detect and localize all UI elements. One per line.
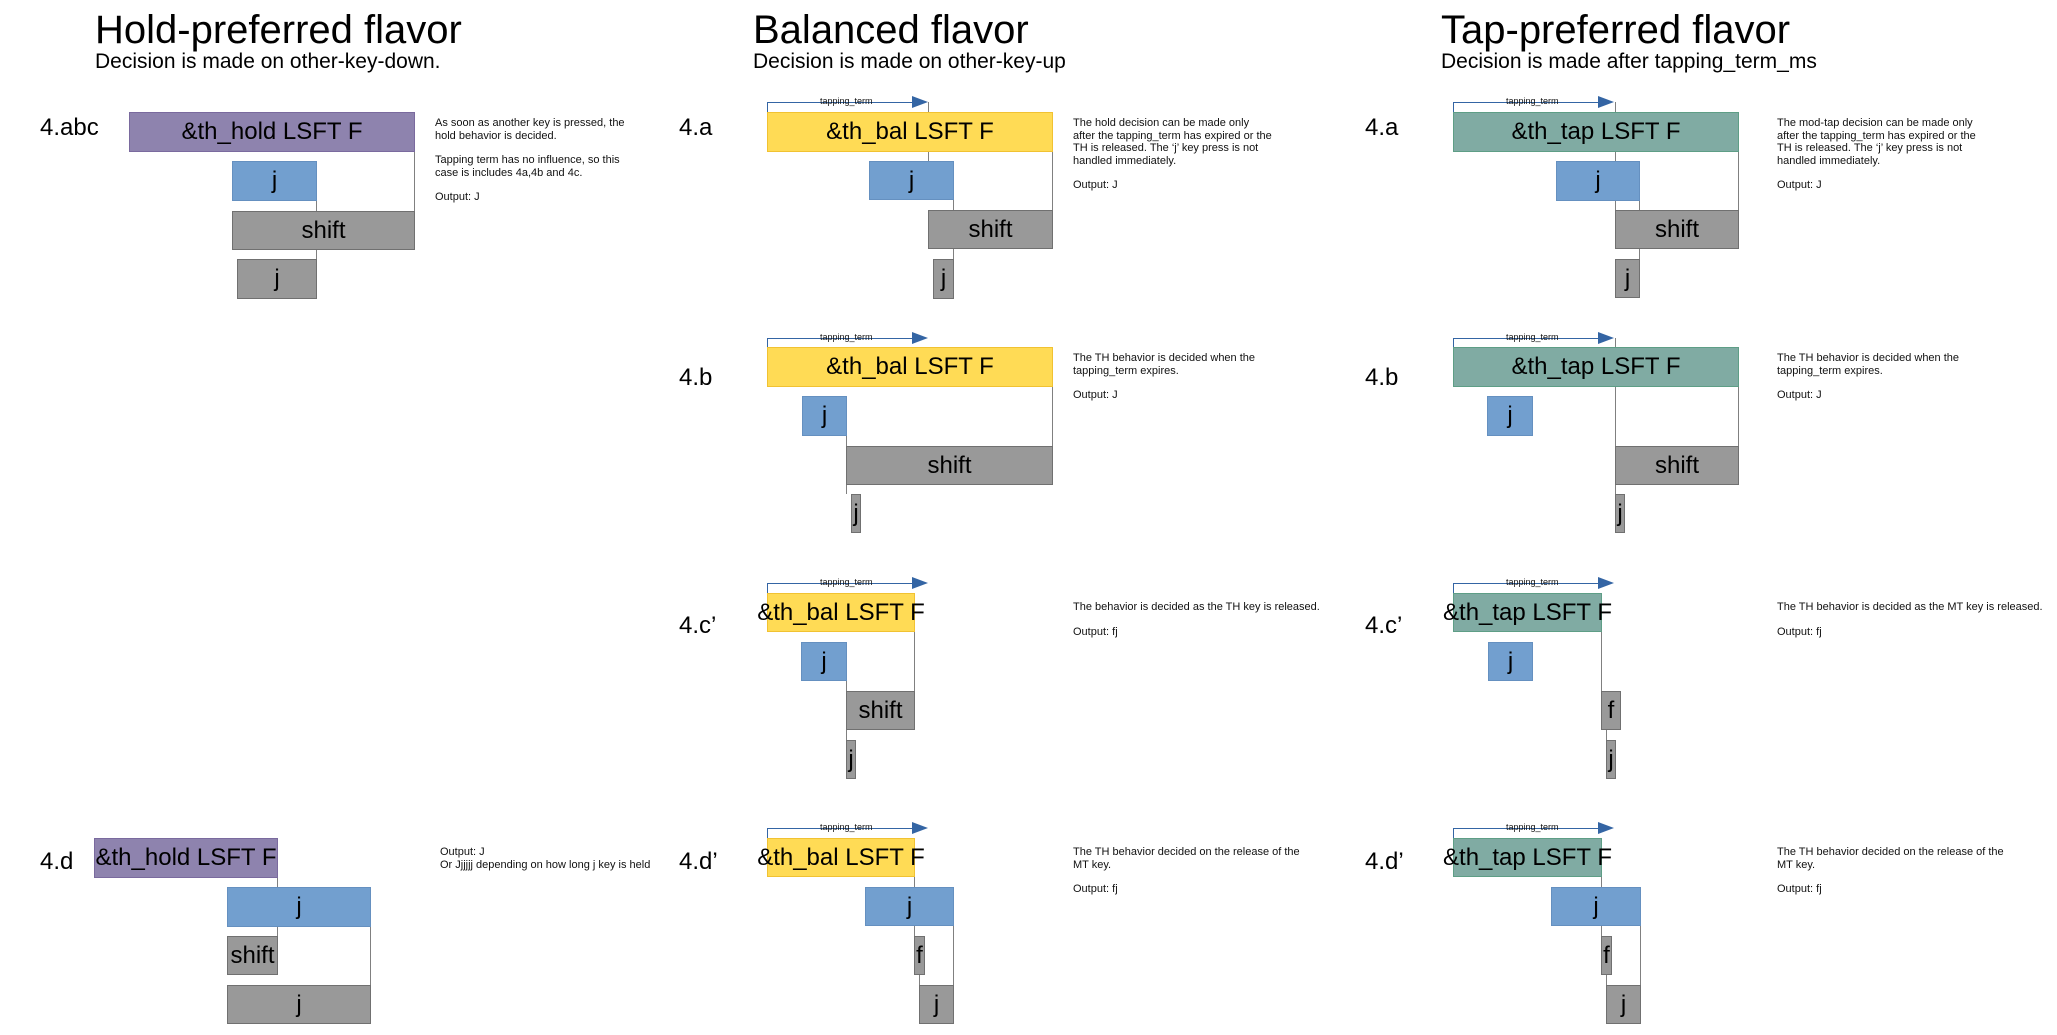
case-description: The TH behavior is decided when the tapp… [1777, 352, 1960, 401]
shift-output: shift [928, 210, 1053, 249]
hold-duration-line [1738, 387, 1739, 446]
press-duration-line [1640, 926, 1641, 985]
j-output: j [237, 259, 317, 299]
f-output: f [914, 936, 925, 975]
th-bal-key: &th_bal LSFT F [767, 347, 1053, 387]
j-key-press: j [869, 161, 954, 200]
j-output: j [1606, 740, 1616, 779]
f-output: f [1601, 691, 1621, 730]
shift-output: shift [1615, 446, 1739, 485]
th-hold-key: &th_hold LSFT F [94, 838, 278, 878]
j-output: j [1606, 985, 1641, 1024]
j-output: j [1615, 494, 1625, 533]
case-label: 4.abc [40, 114, 99, 141]
case-description: The TH behavior decided on the release o… [1073, 846, 1300, 895]
tapping-term-bracket: tapping_term [1453, 822, 1614, 838]
tapping-term-bracket: tapping_term [1453, 96, 1614, 112]
j-key-press: j [227, 887, 371, 927]
case-description: As soon as another key is pressed, the h… [435, 117, 625, 203]
hold-duration-line [1052, 152, 1053, 210]
tapping-term-bracket: tapping_term [1453, 332, 1614, 348]
tapping-term-bracket: tapping_term [767, 332, 928, 348]
hold-duration-line [1738, 151, 1739, 210]
column-subtitle: Decision is made on other-key-up [753, 50, 1066, 73]
th-bal-key: &th_bal LSFT F [757, 838, 925, 877]
arrow-right-icon [912, 332, 928, 344]
column-title: Tap-preferred flavor [1441, 8, 1791, 52]
f-to-j-line [1606, 730, 1607, 740]
arrow-right-icon [1598, 332, 1614, 344]
tapping-term-bracket: tapping_term [1453, 577, 1614, 593]
arrow-right-icon [912, 96, 928, 108]
tapping-term-bracket: tapping_term [767, 96, 928, 112]
case-label: 4.d’ [679, 848, 718, 875]
tapping-term-end-line [1615, 102, 1616, 210]
case-label: 4.d’ [1365, 848, 1404, 875]
case-description: The TH behavior decided on the release o… [1777, 846, 2004, 895]
j-key-press: j [1556, 161, 1640, 201]
hold-duration-line [414, 152, 415, 211]
case-description: The mod-tap decision can be made only af… [1777, 117, 1976, 191]
j-key-press: j [1551, 887, 1641, 926]
case-description: Output: J Or Jjjjjj depending on how lon… [440, 846, 651, 871]
arrow-right-icon [912, 822, 928, 834]
shift-output: shift [232, 211, 415, 250]
th-tap-key: &th_tap LSFT F [1443, 593, 1612, 632]
shift-output: shift [846, 691, 915, 730]
hold-duration-line [1052, 387, 1053, 446]
column-subtitle: Decision is made on other-key-down. [95, 50, 441, 73]
tapping-term-end-line [1615, 338, 1616, 494]
th-tap-key: &th_tap LSFT F [1453, 347, 1739, 387]
j-output: j [851, 494, 861, 533]
j-output: j [933, 259, 954, 299]
th-bal-key: &th_bal LSFT F [757, 593, 925, 632]
j-output: j [227, 985, 371, 1024]
f-to-j-line [919, 975, 920, 985]
th-bal-key: &th_bal LSFT F [767, 112, 1053, 152]
j-key-press: j [802, 396, 847, 436]
column-title: Balanced flavor [753, 8, 1029, 52]
th-tap-key: &th_tap LSFT F [1443, 838, 1612, 877]
hold-duration-line [914, 632, 915, 691]
th-hold-key: &th_hold LSFT F [129, 112, 415, 152]
case-label: 4.c’ [1365, 612, 1403, 639]
column-subtitle: Decision is made after tapping_term_ms [1441, 50, 1817, 73]
tapping-term-bracket: tapping_term [767, 577, 928, 593]
j-output: j [919, 985, 954, 1024]
press-duration-line [370, 927, 371, 985]
arrow-right-icon [1598, 96, 1614, 108]
case-label: 4.b [679, 364, 713, 391]
tapping-term-bracket: tapping_term [767, 822, 928, 838]
case-description: The behavior is decided as the TH key is… [1073, 601, 1320, 638]
case-description: The TH behavior is decided as the MT key… [1777, 601, 2043, 638]
j-output: j [846, 740, 856, 779]
j-output: j [1615, 259, 1640, 298]
hold-duration-line [1601, 632, 1602, 691]
case-label: 4.d [40, 848, 74, 875]
press-duration-line [953, 926, 954, 985]
shift-output: shift [846, 446, 1053, 485]
case-label: 4.a [1365, 114, 1399, 141]
f-output: f [1601, 936, 1612, 975]
j-key-press: j [1487, 396, 1533, 436]
column-title: Hold-preferred flavor [95, 8, 462, 52]
f-to-j-line [1606, 975, 1607, 985]
th-tap-key: &th_tap LSFT F [1453, 112, 1739, 152]
arrow-right-icon [1598, 577, 1614, 589]
case-description: The TH behavior is decided when the tapp… [1073, 352, 1256, 401]
case-label: 4.a [679, 114, 713, 141]
shift-output: shift [1615, 210, 1739, 249]
case-label: 4.b [1365, 364, 1399, 391]
j-key-press: j [232, 161, 317, 201]
case-label: 4.c’ [679, 612, 717, 639]
shift-output: shift [227, 936, 278, 975]
arrow-right-icon [912, 577, 928, 589]
j-key-press: j [1488, 642, 1533, 681]
j-key-press: j [865, 887, 954, 926]
arrow-right-icon [1598, 822, 1614, 834]
j-key-press: j [801, 642, 847, 681]
case-description: The hold decision can be made only after… [1073, 117, 1272, 191]
